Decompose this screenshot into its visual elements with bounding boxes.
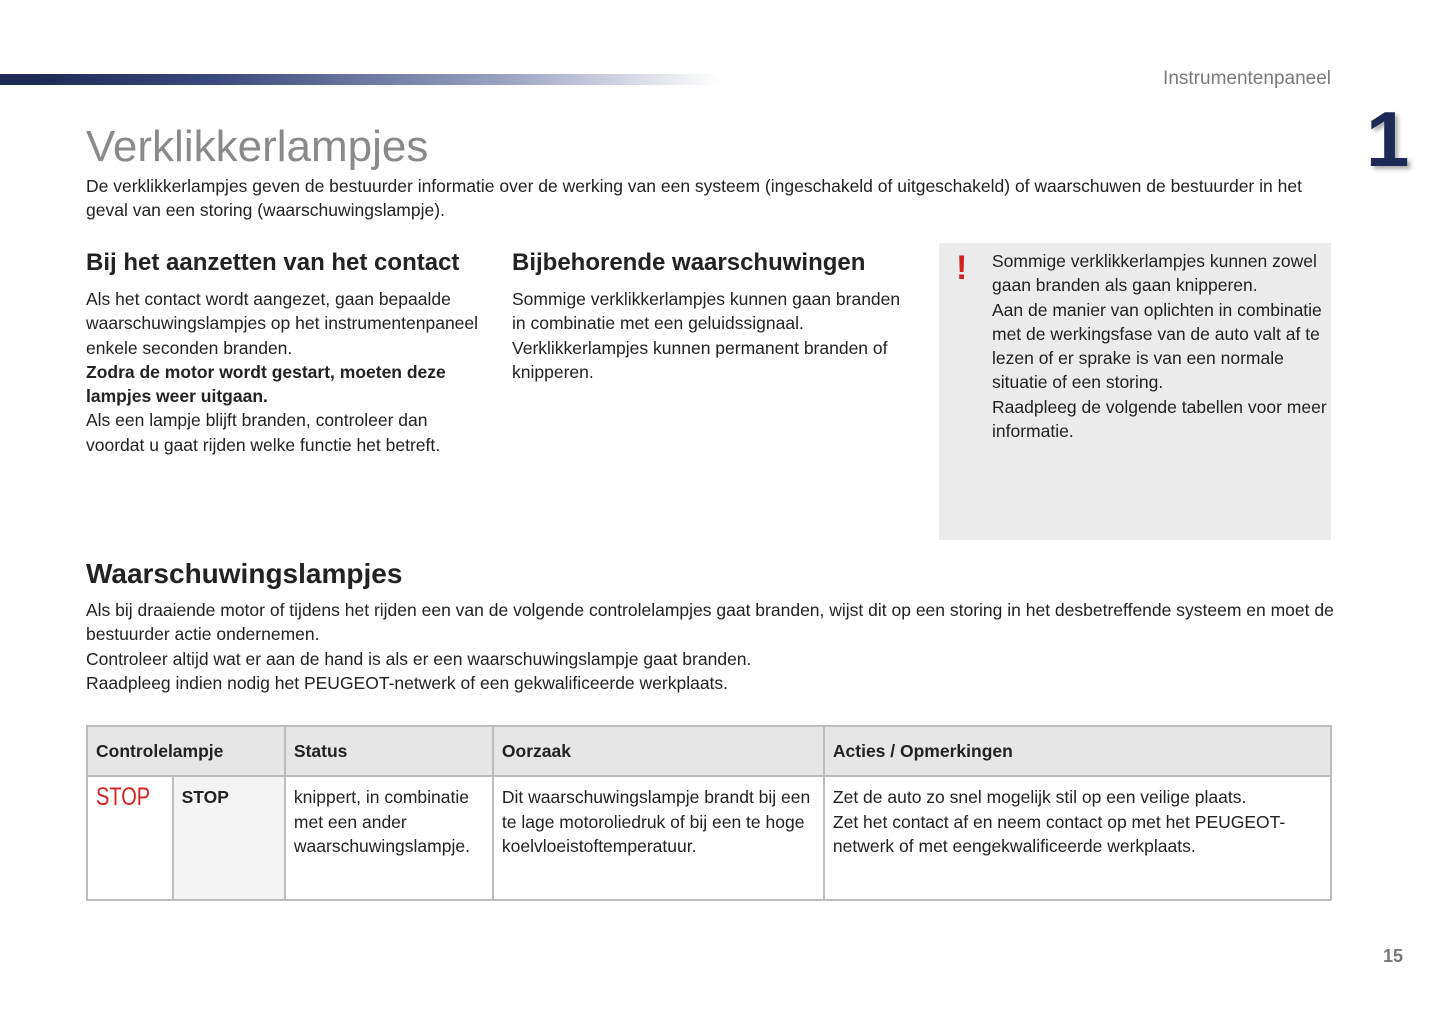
action-cell: Zet de auto zo snel mogelijk stil op een… bbox=[822, 775, 1333, 902]
paragraph: Als het contact wordt aangezet, gaan bep… bbox=[86, 289, 479, 358]
section-heading: Bijbehorende waarschuwingen bbox=[512, 249, 866, 276]
warning-lamps-table: Controlelampje Status Oorzaak Acties / O… bbox=[86, 724, 1333, 902]
section-heading: Bij het aanzetten van het contact bbox=[86, 249, 460, 276]
page-number: 15 bbox=[1383, 946, 1404, 966]
paragraph: Als bij draaiende motor of tijdens het r… bbox=[86, 600, 1334, 645]
chapter-number: 1 bbox=[1366, 95, 1410, 183]
action-text: Zet het contact af en neem contact op me… bbox=[832, 811, 1286, 856]
intro-text: De verklikkerlampjes geven de bestuurder… bbox=[86, 176, 1302, 221]
header-gradient-bar bbox=[0, 74, 720, 85]
note-text: Sommige verklikkerlampjes kunnen zowel g… bbox=[992, 251, 1317, 296]
paragraph-bold: Zodra de motor wordt gestart, moeten dez… bbox=[86, 361, 446, 407]
table-header-row: Controlelampje Status Oorzaak Acties / O… bbox=[86, 724, 1333, 778]
action-text: Zet de auto zo snel mogelijk stil op een… bbox=[832, 787, 1247, 808]
paragraph: Controleer altijd wat er aan de hand is … bbox=[86, 648, 752, 669]
section-warning-lamps: Waarschuwingslampjes Als bij draaiende m… bbox=[86, 558, 1336, 695]
lamp-name: STOP bbox=[171, 775, 286, 902]
status-cell: knippert, in combinatie met een ander wa… bbox=[283, 775, 494, 902]
section-heading: Waarschuwingslampjes bbox=[86, 558, 403, 589]
note-text: Raadpleeg de volgende tabellen voor meer… bbox=[992, 396, 1327, 442]
paragraph: Raadpleeg indien nodig het PEUGEOT-netwe… bbox=[86, 672, 729, 693]
column-header: Oorzaak bbox=[491, 724, 825, 778]
page-title: Verklikkerlampjes bbox=[86, 122, 429, 171]
table-row: STOP STOP knippert, in combinatie met ee… bbox=[86, 775, 1333, 902]
section-title: Instrumentenpaneel bbox=[1163, 68, 1331, 89]
note-text: Aan de manier van oplichten in combinati… bbox=[992, 299, 1322, 393]
exclamation-icon: ! bbox=[956, 249, 968, 287]
column-header: Controlelampje bbox=[86, 724, 286, 778]
column-header: Acties / Opmerkingen bbox=[822, 724, 1333, 778]
column-header: Status bbox=[283, 724, 494, 778]
cause-cell: Dit waarschuwingslampje brandt bij een t… bbox=[491, 775, 825, 902]
note-box: ! Sommige verklikkerlampjes kunnen zowel… bbox=[939, 243, 1331, 540]
paragraph: Als een lampje blijft branden, controlee… bbox=[86, 410, 441, 455]
stop-warning-icon: STOP bbox=[96, 783, 151, 812]
section-ignition: Bij het aanzetten van het contact Als he… bbox=[86, 249, 486, 457]
paragraph: Sommige verklikkerlampjes kunnen gaan br… bbox=[512, 289, 901, 382]
section-warnings-associated: Bijbehorende waarschuwingen Sommige verk… bbox=[512, 249, 907, 384]
